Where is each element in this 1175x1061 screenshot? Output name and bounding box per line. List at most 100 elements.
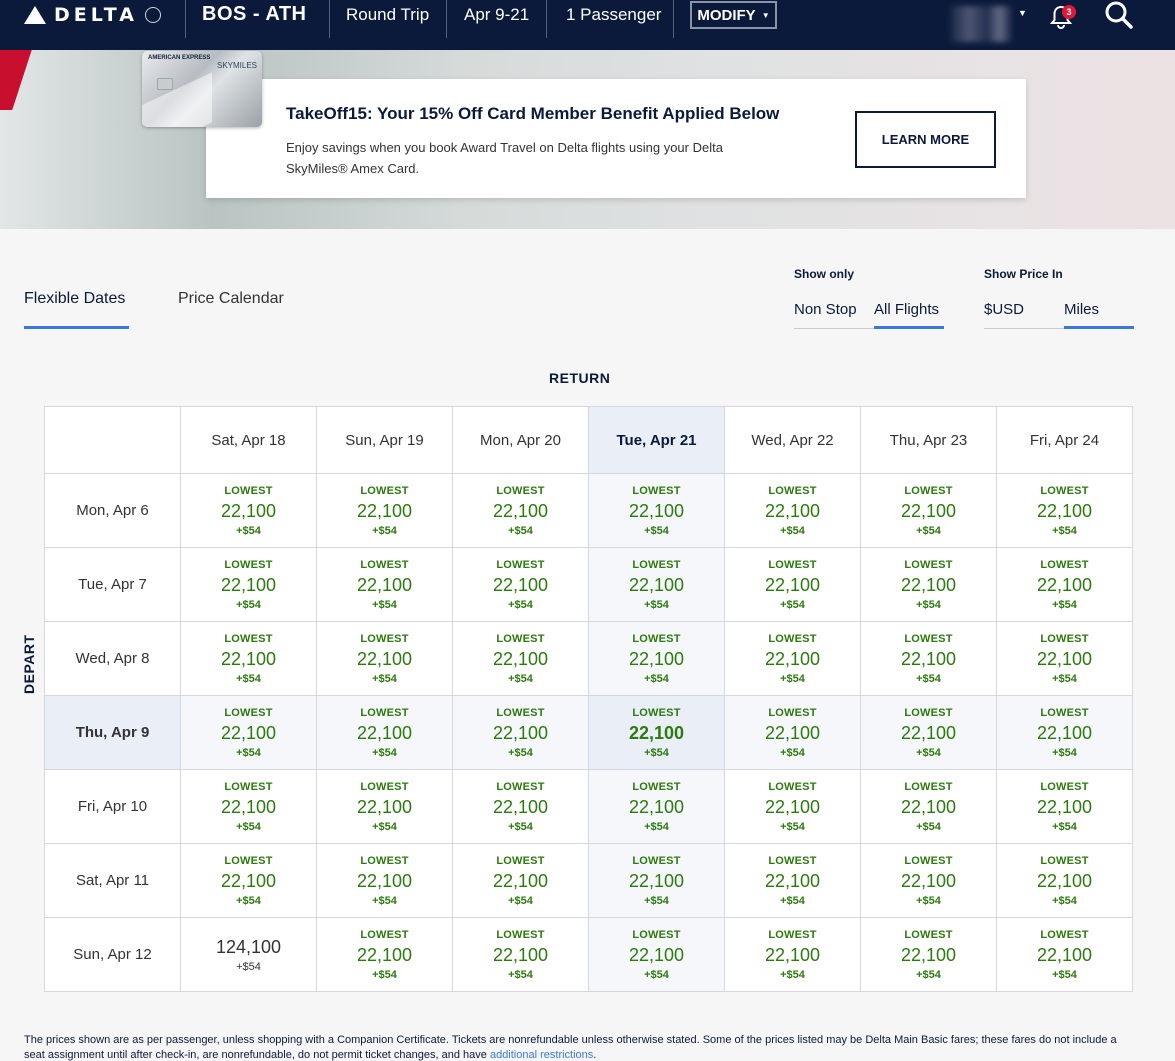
- fare-cell[interactable]: LOWEST 22,100 +$54: [452, 621, 589, 696]
- fare-cell[interactable]: LOWEST 22,100 +$54: [860, 547, 997, 622]
- fare-cell[interactable]: LOWEST 22,100 +$54: [180, 547, 317, 622]
- fare-cell[interactable]: LOWEST 22,100 +$54: [316, 843, 453, 918]
- modify-button[interactable]: MODIFY ▼: [690, 1, 777, 29]
- fare-cell[interactable]: LOWEST 22,100 +$54: [860, 473, 997, 548]
- search-icon[interactable]: [1104, 1, 1134, 31]
- fare-cell[interactable]: LOWEST 22,100 +$54: [452, 917, 589, 992]
- fare-cell[interactable]: LOWEST 22,100 +$54: [316, 769, 453, 844]
- fare-miles: 22,100: [628, 722, 685, 743]
- fare-cell[interactable]: LOWEST 22,100 +$54: [996, 769, 1133, 844]
- fare-cell[interactable]: LOWEST 22,100 +$54: [452, 473, 589, 548]
- fare-cell[interactable]: LOWEST 22,100 +$54: [452, 843, 589, 918]
- fare-cell[interactable]: LOWEST 22,100 +$54: [316, 621, 453, 696]
- fare-cell[interactable]: LOWEST 22,100 +$54: [996, 695, 1133, 770]
- fare-miles: 22,100: [764, 870, 821, 891]
- fare-cell[interactable]: LOWEST 22,100 +$54: [180, 621, 317, 696]
- lowest-badge: LOWEST: [632, 928, 681, 941]
- lowest-badge: LOWEST: [632, 632, 681, 645]
- lowest-badge: LOWEST: [768, 484, 817, 497]
- fare-cell[interactable]: LOWEST 22,100 +$54: [860, 695, 997, 770]
- fare-cell[interactable]: LOWEST 22,100 +$54: [180, 473, 317, 548]
- fare-cell[interactable]: LOWEST 22,100 +$54: [588, 843, 725, 918]
- tab-flexible-dates[interactable]: Flexible Dates: [24, 290, 126, 307]
- fare-cell[interactable]: LOWEST 22,100 +$54: [860, 917, 997, 992]
- depart-date-label: Sat, Apr 11: [44, 843, 181, 918]
- fare-cell[interactable]: LOWEST 22,100 +$54: [180, 843, 317, 918]
- promo-card: TakeOff15: Your 15% Off Card Member Bene…: [206, 79, 1026, 198]
- fare-taxes: +$54: [644, 820, 669, 833]
- tab-price-calendar[interactable]: Price Calendar: [178, 290, 284, 307]
- fare-cell[interactable]: LOWEST 22,100 +$54: [588, 695, 725, 770]
- price-usd[interactable]: $USD: [984, 301, 1025, 318]
- lowest-badge: LOWEST: [1040, 632, 1089, 645]
- additional-restrictions-link[interactable]: additional restrictions: [489, 1049, 594, 1061]
- fare-cell[interactable]: LOWEST 22,100 +$54: [180, 695, 317, 770]
- fare-miles: 22,100: [628, 500, 685, 521]
- fare-taxes: +$54: [508, 968, 533, 981]
- fare-cell[interactable]: LOWEST 22,100 +$54: [588, 547, 725, 622]
- fare-cell[interactable]: LOWEST 22,100 +$54: [452, 695, 589, 770]
- active-tab-indicator: [24, 326, 129, 329]
- disclaimer-text: The prices shown are as per passenger, u…: [24, 1034, 1117, 1061]
- fare-cell[interactable]: LOWEST 22,100 +$54: [724, 547, 861, 622]
- fare-cell[interactable]: LOWEST 22,100 +$54: [996, 473, 1133, 548]
- grid-body: Mon, Apr 6 LOWEST 22,100 +$54 LOWEST 22,100 +$…: [44, 473, 1133, 992]
- dates-label: Apr 9-21: [464, 5, 530, 24]
- lowest-badge: LOWEST: [768, 780, 817, 793]
- fare-miles: 22,100: [1036, 722, 1093, 743]
- fare-miles: 22,100: [220, 574, 277, 595]
- fare-cell[interactable]: LOWEST 22,100 +$54: [996, 843, 1133, 918]
- fare-cell[interactable]: LOWEST 22,100 +$54: [996, 917, 1133, 992]
- account-caret-icon[interactable]: ▼: [1018, 8, 1027, 18]
- fare-taxes: +$54: [508, 894, 533, 907]
- lowest-badge: LOWEST: [632, 484, 681, 497]
- fare-cell[interactable]: LOWEST 22,100 +$54: [452, 547, 589, 622]
- fare-cell[interactable]: LOWEST 22,100 +$54: [860, 769, 997, 844]
- fare-cell[interactable]: LOWEST 22,100 +$54: [724, 621, 861, 696]
- fare-miles: 22,100: [492, 944, 549, 965]
- return-date-header: Sat, Apr 18: [180, 406, 317, 474]
- delta-logo[interactable]: DELTA: [24, 3, 161, 27]
- fare-cell[interactable]: LOWEST 22,100 +$54: [724, 917, 861, 992]
- disclaimer-end: .: [593, 1049, 597, 1061]
- fare-cell[interactable]: LOWEST 22,100 +$54: [316, 695, 453, 770]
- fare-cell[interactable]: LOWEST 22,100 +$54: [316, 547, 453, 622]
- fare-cell[interactable]: LOWEST 22,100 +$54: [996, 547, 1133, 622]
- lowest-badge: LOWEST: [496, 928, 545, 941]
- fare-cell[interactable]: LOWEST 22,100 +$54: [724, 843, 861, 918]
- fare-cell[interactable]: LOWEST 22,100 +$54: [180, 769, 317, 844]
- fare-taxes: +$54: [508, 820, 533, 833]
- fare-cell[interactable]: LOWEST 22,100 +$54: [860, 843, 997, 918]
- fare-cell[interactable]: LOWEST 22,100 +$54: [316, 473, 453, 548]
- fare-taxes: +$54: [372, 672, 397, 685]
- fare-miles: 22,100: [900, 500, 957, 521]
- lowest-badge: LOWEST: [1040, 854, 1089, 867]
- lowest-badge: LOWEST: [904, 558, 953, 571]
- learn-more-button[interactable]: LEARN MORE: [855, 111, 996, 168]
- fare-cell[interactable]: LOWEST 22,100 +$54: [452, 769, 589, 844]
- fare-cell[interactable]: LOWEST 22,100 +$54: [588, 621, 725, 696]
- fare-taxes: +$54: [372, 820, 397, 833]
- fare-cell[interactable]: LOWEST 22,100 +$54: [996, 621, 1133, 696]
- top-nav-bar: DELTA BOS - ATH Round Trip Apr 9-21 1 Pa…: [0, 0, 1175, 50]
- filter-non-stop[interactable]: Non Stop: [794, 301, 857, 318]
- lowest-badge: LOWEST: [360, 484, 409, 497]
- return-axis-label: RETURN: [549, 370, 611, 386]
- lowest-badge: LOWEST: [768, 558, 817, 571]
- fare-cell[interactable]: 124,100 +$54: [180, 917, 317, 992]
- fare-cell[interactable]: LOWEST 22,100 +$54: [588, 769, 725, 844]
- fare-cell[interactable]: LOWEST 22,100 +$54: [588, 473, 725, 548]
- fare-miles: 22,100: [356, 796, 413, 817]
- return-date-header: Thu, Apr 23: [860, 406, 997, 474]
- fare-miles: 22,100: [628, 796, 685, 817]
- price-miles[interactable]: Miles: [1064, 301, 1100, 318]
- fare-cell[interactable]: LOWEST 22,100 +$54: [724, 769, 861, 844]
- fare-cell[interactable]: LOWEST 22,100 +$54: [588, 917, 725, 992]
- fare-cell[interactable]: LOWEST 22,100 +$54: [316, 917, 453, 992]
- filter-all-flights[interactable]: All Flights: [874, 301, 940, 318]
- fare-cell[interactable]: LOWEST 22,100 +$54: [724, 695, 861, 770]
- fare-cell[interactable]: LOWEST 22,100 +$54: [860, 621, 997, 696]
- return-date-header: Fri, Apr 24: [996, 406, 1133, 474]
- user-account-blurred[interactable]: [950, 6, 1012, 42]
- fare-cell[interactable]: LOWEST 22,100 +$54: [724, 473, 861, 548]
